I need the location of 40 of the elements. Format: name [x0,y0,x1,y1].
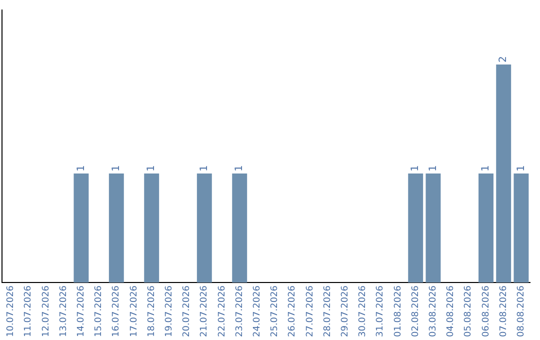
x-tick-label: 10.07.2026 [6,285,16,337]
x-tick-label: 16.07.2026 [112,285,122,337]
x-tick-label: 22.07.2026 [217,285,228,337]
data-label: 1 [410,165,422,172]
x-tick-label: 24.07.2026 [252,285,263,337]
data-label: 1 [428,165,439,172]
data-label: 1 [76,165,87,172]
x-tick-label: 27.07.2026 [305,285,316,337]
x-tick-label: 01.08.2026 [393,285,404,337]
x-tick-label: 23.07.2026 [234,285,245,337]
x-tick-label: 07.08.2026 [498,285,509,337]
x-tick-label: 25.07.2026 [270,285,280,337]
data-label: 2 [498,56,510,62]
data-label: 1 [480,165,492,172]
x-tick-label: 31.07.2026 [376,285,386,337]
x-tick-label: 03.08.2026 [428,285,439,337]
x-tick-label: 19.07.2026 [164,285,175,337]
x-tick-label: 11.07.2026 [24,285,34,337]
x-tick-label: 26.07.2026 [288,285,298,337]
x-tick-label: 15.07.2026 [94,285,104,337]
x-tick-label: 13.07.2026 [58,285,69,337]
x-tick-label: 18.07.2026 [146,285,157,337]
x-tick-label: 05.08.2026 [464,285,474,337]
x-tick-label: 06.08.2026 [481,285,492,337]
x-tick-label: 21.07.2026 [200,285,210,337]
data-label: 1 [146,165,158,172]
x-tick-label: 14.07.2026 [76,285,87,337]
x-tick-label: 30.07.2026 [358,285,368,337]
data-label: 1 [234,165,246,172]
x-tick-label: 29.07.2026 [340,285,351,337]
x-tick-label: 04.08.2026 [446,285,456,337]
x-tick-label: 17.07.2026 [129,285,140,337]
x-tick-label: 02.08.2026 [410,285,421,337]
x-tick-label: 12.07.2026 [41,285,52,337]
data-label: 1 [110,165,122,172]
data-label: 1 [198,165,210,172]
data-label: 1 [516,165,527,172]
x-tick-label: 08.08.2026 [516,285,527,337]
x-tick-label: 20.07.2026 [182,285,192,337]
x-tick-label: 28.07.2026 [322,285,333,337]
